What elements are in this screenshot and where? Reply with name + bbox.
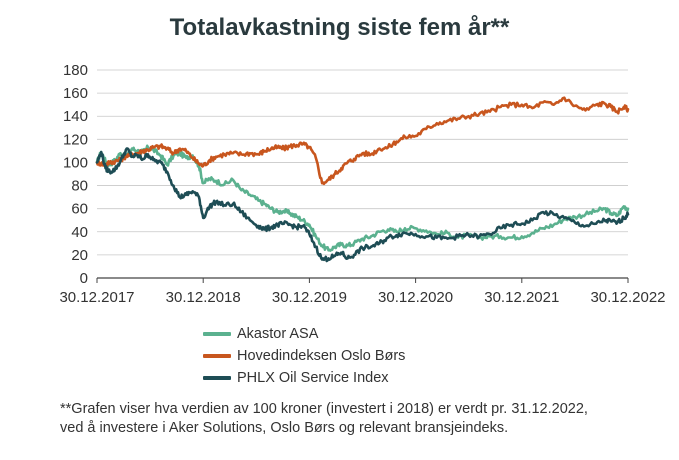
y-tick-label-0: 0 [80,270,88,287]
y-tick-label-60: 60 [71,201,88,218]
legend-swatch-hovedindeksen [203,354,231,358]
y-tick-label-120: 120 [63,131,88,148]
y-tick-label-100: 100 [63,154,88,171]
legend-label-hovedindeksen: Hovedindeksen Oslo Børs [237,348,406,364]
y-tick-label-140: 140 [63,108,88,125]
y-tick-label-20: 20 [71,247,88,264]
legend-item-hovedindeksen: Hovedindeksen Oslo Børs [203,345,405,367]
line-chart: 0 20 40 60 80 100 120 140 160 180 30.12.2017 30.12.… [59,62,665,306]
series-line-hovedindeksen [95,96,630,186]
x-tick-label-2: 30.12.2019 [272,289,347,306]
y-tick-label-180: 180 [63,62,88,79]
legend-label-akastor: Akastor ASA [237,326,319,342]
x-tick-label-4: 30.12.2021 [484,289,559,306]
legend-label-phlx: PHLX Oil Service Index [237,370,389,386]
legend: Akastor ASA Hovedindeksen Oslo Børs PHLX… [203,323,405,389]
footnote-line-1: **Grafen viser hva verdien av 100 kroner… [60,401,588,417]
chart-title: Totalavkastning siste fem år** [169,14,510,41]
y-tick-label-80: 80 [71,178,88,195]
x-tick-label-0: 30.12.2017 [59,289,134,306]
series-line-phlx [95,147,630,263]
tick-labels: 0 20 40 60 80 100 120 140 160 180 30.12.2017 30.12.… [59,62,665,306]
legend-item-phlx: PHLX Oil Service Index [203,367,405,389]
series-line-akastor [95,144,630,252]
legend-swatch-akastor [203,332,231,336]
series-lines [95,96,630,263]
legend-swatch-phlx [203,376,231,380]
y-tick-label-160: 160 [63,85,88,102]
axes [96,277,629,283]
footnote-line-2: ved å investere i Aker Solutions, Oslo B… [60,420,509,436]
x-tick-label-3: 30.12.2020 [378,289,453,306]
x-tick-label-5: 30.12.2022 [590,289,665,306]
y-tick-label-40: 40 [71,224,88,241]
x-tick-label-1: 30.12.2018 [166,289,241,306]
footnote: **Grafen viser hva verdien av 100 kroner… [60,400,670,438]
legend-item-akastor: Akastor ASA [203,323,405,345]
gridlines [97,69,628,256]
